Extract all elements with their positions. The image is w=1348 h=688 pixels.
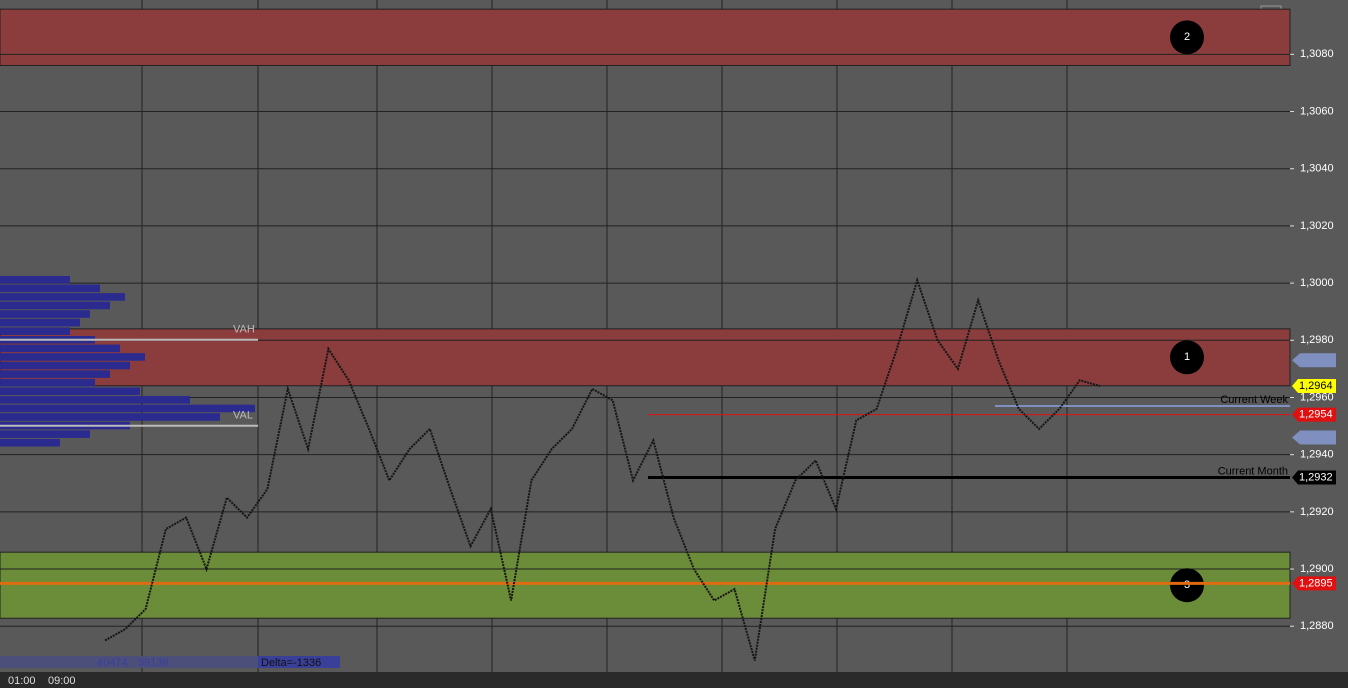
profile-bar: [0, 387, 140, 396]
profile-bar: [0, 344, 120, 353]
profile-bar: [0, 353, 145, 361]
zone-number: 3: [1184, 579, 1190, 591]
price-marker-label: 1,2932: [1299, 471, 1333, 483]
profile-bar: [0, 318, 80, 327]
y-tick-label: 1,2920: [1300, 506, 1334, 518]
price-axis: [1290, 0, 1348, 688]
profile-bar: [0, 430, 90, 438]
level-arrow: [1292, 430, 1336, 445]
profile-bar: [0, 370, 110, 378]
profile-bar: [0, 396, 190, 404]
price-marker: [1292, 379, 1336, 394]
profile-stats-bg: [0, 656, 258, 668]
level-arrow: [1292, 353, 1336, 368]
delta-bg: [258, 656, 340, 668]
level-label: Current Month: [1218, 465, 1288, 477]
y-tick-label: 1,3040: [1300, 163, 1334, 175]
zone: [0, 328, 1291, 387]
price-line: [104, 276, 1101, 661]
price-marker: [1292, 407, 1336, 422]
price-marker-label: 1,2964: [1299, 380, 1333, 392]
y-tick-label: 1,3080: [1300, 48, 1334, 60]
price-marker: [1292, 470, 1336, 485]
profile-bar: [0, 275, 70, 284]
profile-bar: [0, 404, 255, 413]
y-tick-label: 1,2960: [1300, 391, 1334, 403]
profile-buy: 40474: [97, 657, 128, 669]
zone-badge: [1170, 20, 1204, 55]
time-label: 09:00: [48, 675, 76, 687]
zone-number: 1: [1184, 351, 1190, 363]
zone-badge: [1170, 568, 1204, 603]
y-tick-label: 1,3000: [1300, 277, 1334, 289]
y-tick-label: 1,2880: [1300, 620, 1334, 632]
profile-bar: [0, 413, 220, 421]
zone-badge: [1170, 340, 1204, 375]
time-axis: [0, 672, 1348, 688]
y-tick-label: 1,2980: [1300, 334, 1334, 346]
zone: [0, 8, 1291, 66]
profile-bar: [0, 438, 60, 447]
value-area-label: VAH: [233, 324, 255, 336]
y-tick-label: 1,2940: [1300, 449, 1334, 461]
level-label: Current Week: [1220, 394, 1288, 406]
profile-bar: [0, 284, 100, 293]
price-marker: [1292, 576, 1336, 591]
price-marker-label: 1,2895: [1299, 577, 1333, 589]
zone-number: 2: [1184, 31, 1190, 43]
y-tick-label: 1,3060: [1300, 105, 1334, 117]
price-marker-label: 1,2954: [1299, 409, 1333, 421]
profile-delta: Delta=-1336: [261, 657, 321, 669]
y-tick-label: 1,2900: [1300, 563, 1334, 575]
profile-bar: [0, 301, 110, 310]
value-area-label: VAL: [233, 410, 253, 422]
profile-bar: [0, 378, 95, 387]
time-label: 01:00: [8, 675, 36, 687]
y-tick-label: 1,3020: [1300, 220, 1334, 232]
profile-bar: [0, 361, 130, 370]
profile-sell: 39138: [138, 657, 169, 669]
profile-bar: [0, 310, 90, 318]
profile-bar: [0, 293, 125, 301]
zone: [0, 551, 1291, 619]
profile-bar: [0, 327, 70, 335]
